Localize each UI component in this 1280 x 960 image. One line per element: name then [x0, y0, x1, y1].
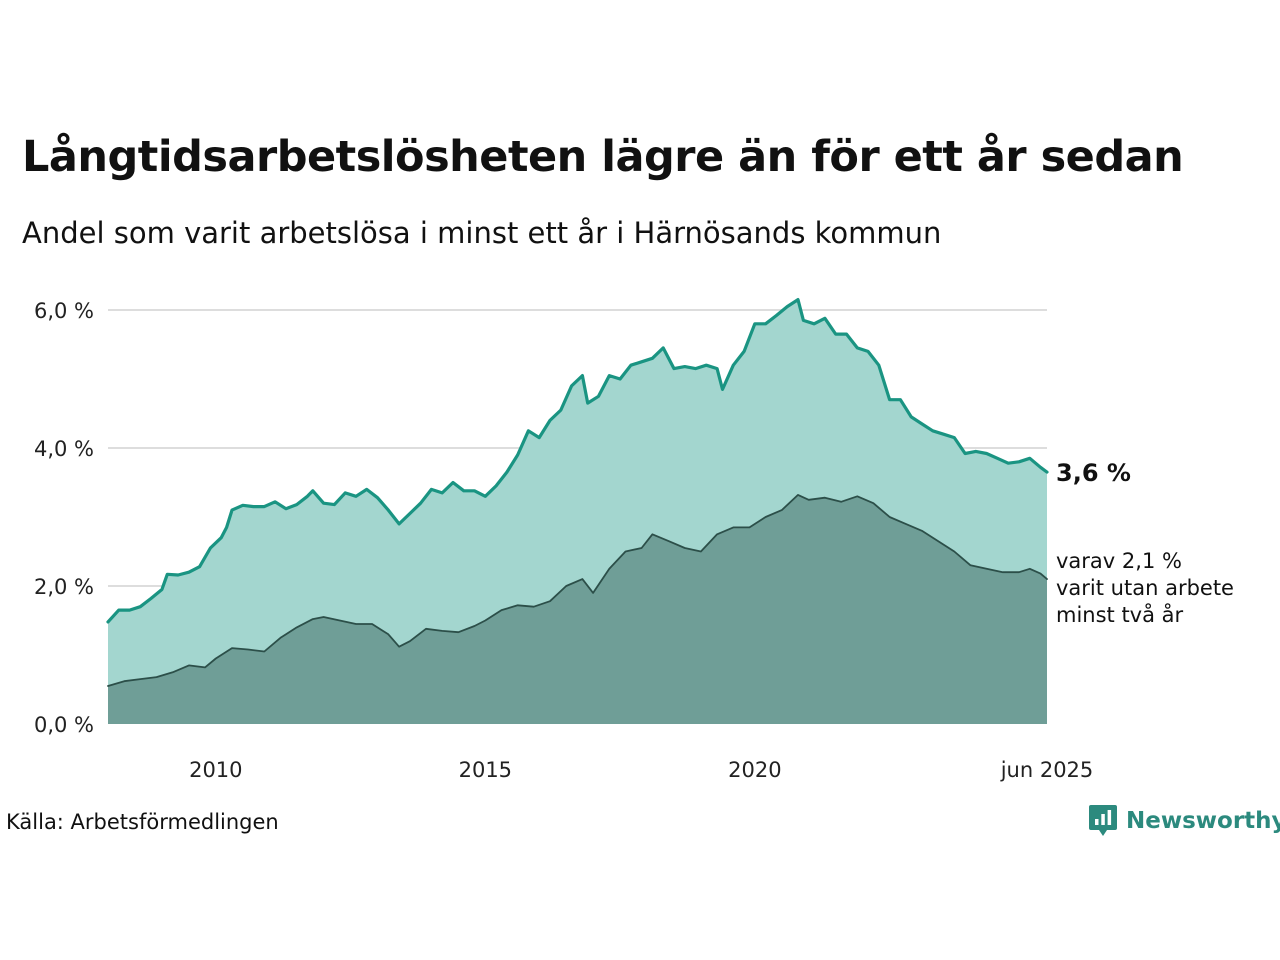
y-tick-label: 2,0 %: [34, 575, 94, 599]
x-tick-label: jun 2025: [1000, 758, 1094, 782]
end-label-long-3: minst två år: [1056, 602, 1184, 627]
x-axis-ticks: 2010 2015 2020 jun 2025: [189, 758, 1093, 782]
source-note: Källa: Arbetsförmedlingen: [6, 810, 279, 834]
x-tick-label: 2020: [728, 758, 781, 782]
series-areas: [106, 298, 1049, 724]
end-labels: 3,6 % varav 2,1 % varit utan arbete mins…: [1056, 459, 1234, 627]
newsworthy-logo-icon: [1089, 805, 1117, 836]
area-long: [108, 494, 1047, 724]
brand-name: Newsworthy: [1126, 808, 1280, 834]
y-axis-ticks: 0,0 % 2,0 % 4,0 % 6,0 %: [34, 299, 94, 737]
line-long: [107, 494, 1048, 687]
end-label-long-2: varit utan arbete: [1056, 576, 1234, 600]
x-tick-label: 2015: [459, 758, 512, 782]
line-total: [106, 298, 1049, 624]
chart-subtitle: Andel som varit arbetslösa i minst ett å…: [22, 216, 942, 250]
y-tick-label: 4,0 %: [34, 437, 94, 461]
end-label-long-1: varav 2,1 %: [1056, 549, 1182, 573]
chart-title: Långtidsarbetslösheten lägre än för ett …: [22, 132, 1184, 182]
end-label-total: 3,6 %: [1056, 459, 1131, 487]
y-tick-label: 6,0 %: [34, 299, 94, 323]
y-tick-label: 0,0 %: [34, 713, 94, 737]
x-tick-label: 2010: [189, 758, 242, 782]
brand-logo: Newsworthy: [1088, 803, 1280, 839]
